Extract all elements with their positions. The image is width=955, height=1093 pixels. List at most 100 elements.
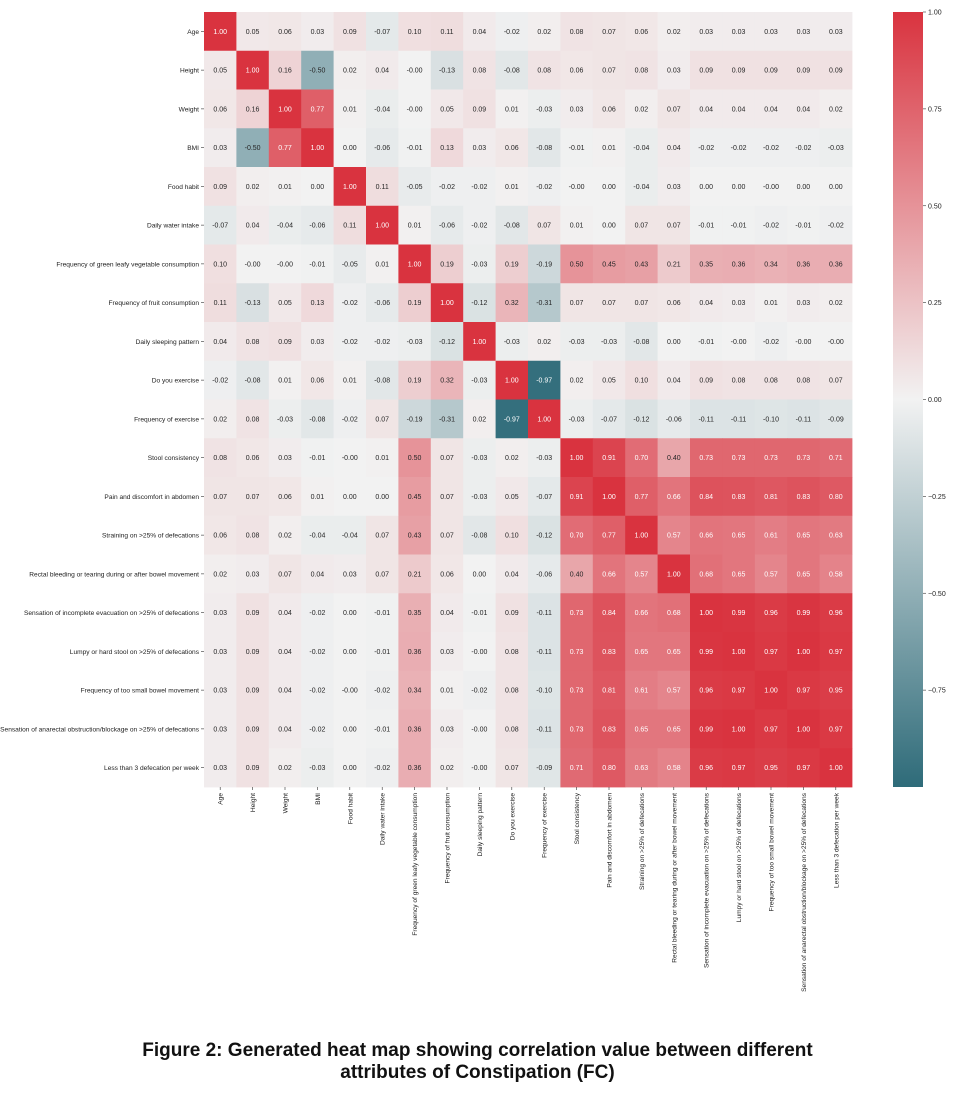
cell-value-label: 0.00 (667, 339, 681, 346)
heatmap-cell (236, 50, 270, 90)
cell-value-label: 0.10 (505, 533, 519, 540)
cell-value-label: 0.01 (343, 106, 357, 113)
cell-value-label: -0.02 (309, 688, 325, 695)
heatmap-cell (560, 244, 594, 284)
cell-value-label: 1.00 (764, 688, 778, 695)
cell-value-label: -0.06 (666, 416, 682, 423)
cell-value-label: 0.61 (635, 688, 649, 695)
cell-value-label: 0.06 (570, 68, 584, 75)
cell-value-label: 0.07 (667, 106, 681, 113)
cell-value-label: -0.02 (504, 29, 520, 36)
heatmap-cell (301, 632, 334, 672)
cell-value-label: 0.04 (246, 223, 260, 230)
cell-value-label: 0.02 (246, 184, 260, 191)
heatmap-cell (398, 50, 432, 90)
figure-caption: Figure 2: Generated heat map showing cor… (0, 1040, 955, 1084)
heatmap-cell (398, 670, 432, 710)
cell-value-label: 0.04 (278, 610, 292, 617)
heatmap-cell (236, 399, 270, 439)
column-tick-label: Daily water intake (380, 793, 387, 845)
heatmap-cell (268, 360, 302, 400)
heatmap-cell (366, 244, 399, 284)
cell-value-label: 0.10 (213, 261, 227, 268)
cell-value-label: 0.01 (278, 378, 292, 385)
heatmap-cell (690, 554, 723, 594)
heatmap-cell (722, 322, 756, 362)
row-tick-label: Frequency of too small bowel movement (81, 688, 200, 695)
cell-value-label: 0.00 (797, 184, 811, 191)
column-tick-label: Age (218, 793, 225, 805)
cell-value-label: -0.03 (536, 455, 552, 462)
cell-value-label: -0.02 (309, 610, 325, 617)
heatmap-cell (463, 89, 496, 129)
cell-value-label: -0.08 (633, 339, 649, 346)
heatmap-cell (463, 322, 496, 362)
cell-value-label: 0.83 (602, 726, 616, 733)
caption-line-2: attributes of Constipation (FC) (340, 1062, 615, 1083)
cell-value-label: 0.00 (311, 184, 325, 191)
heatmap-cell (560, 515, 594, 555)
cell-value-label: 0.00 (602, 184, 616, 191)
cell-value-label: -0.01 (407, 145, 423, 152)
cell-value-label: -0.00 (828, 339, 844, 346)
cell-value-label: 0.45 (602, 261, 616, 268)
cell-value-label: 0.73 (699, 455, 713, 462)
heatmap-cell (625, 167, 658, 207)
heatmap-cell (722, 670, 756, 710)
cell-value-label: 0.07 (440, 455, 454, 462)
cell-value-label: 0.07 (635, 223, 649, 230)
cell-value-label: -0.05 (342, 261, 358, 268)
heatmap-cell (787, 670, 820, 710)
heatmap-cell (657, 128, 691, 168)
heatmap-cell (463, 360, 496, 400)
heatmap-cell (495, 128, 529, 168)
cell-value-label: 0.02 (473, 416, 487, 423)
heatmap-cell (268, 748, 302, 788)
heatmap-cell (463, 12, 496, 52)
heatmap-cell (333, 128, 367, 168)
cell-value-label: -0.02 (374, 688, 390, 695)
cell-value-label: -0.03 (504, 339, 520, 346)
heatmap-cell (657, 438, 691, 478)
heatmap-cell (333, 167, 367, 207)
heatmap-cell (657, 89, 691, 129)
cell-value-label: 1.00 (343, 184, 357, 191)
heatmap-cell (301, 554, 334, 594)
heatmap-cell (366, 399, 399, 439)
heatmap-cell (592, 399, 626, 439)
heatmap-cell (398, 477, 432, 517)
cell-value-label: 0.19 (408, 378, 422, 385)
cell-value-label: -0.00 (277, 261, 293, 268)
heatmap-cell (690, 632, 723, 672)
heatmap-cell (657, 360, 691, 400)
cell-value-label: 0.81 (764, 494, 778, 501)
colorbar-tick-labels: 1.00 0.75 0.50 0.25 0.00 −0.25 −0.50 −0.75 (923, 10, 946, 695)
heatmap-cell (722, 205, 756, 245)
heatmap-cell (528, 670, 561, 710)
heatmap-cell (495, 632, 529, 672)
heatmap-cell (787, 632, 820, 672)
cell-value-label: 0.04 (505, 571, 519, 578)
heatmap-cell (722, 515, 756, 555)
cell-value-label: 0.16 (246, 106, 260, 113)
cell-value-label: 0.97 (797, 765, 811, 772)
heatmap-cell (430, 748, 464, 788)
colorbar-tick-label: −0.25 (928, 494, 946, 501)
cell-value-label: 0.09 (246, 610, 260, 617)
heatmap-cell (236, 632, 270, 672)
heatmap-cell (787, 244, 820, 284)
cell-value-label: 0.09 (246, 649, 260, 656)
heatmap-cell (398, 244, 432, 284)
cell-value-label: 0.04 (213, 339, 227, 346)
cell-value-label: 0.03 (311, 339, 325, 346)
cell-value-label: 0.65 (635, 649, 649, 656)
cell-value-label: 0.02 (537, 339, 551, 346)
heatmap-cell (787, 438, 820, 478)
cell-value-label: 0.04 (278, 688, 292, 695)
heatmap-cell (528, 205, 561, 245)
heatmap-cell (268, 554, 302, 594)
heatmap-cell (268, 438, 302, 478)
cell-value-label: 0.35 (699, 261, 713, 268)
heatmap-cell (722, 709, 756, 749)
cell-value-label: -0.02 (342, 339, 358, 346)
